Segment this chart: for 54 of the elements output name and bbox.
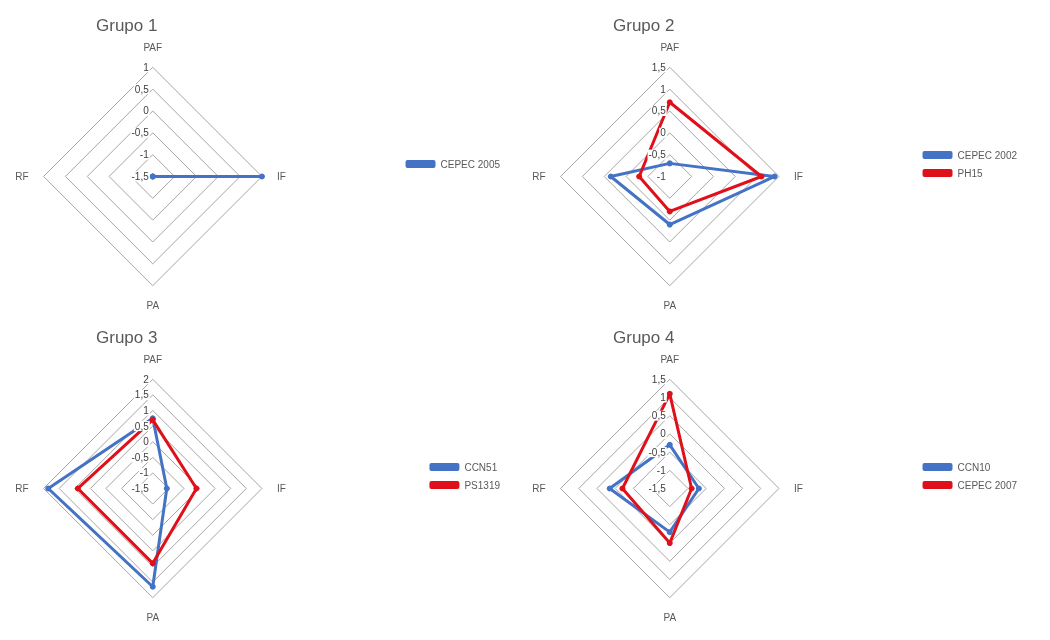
spoke-label: RF bbox=[15, 170, 29, 182]
spoke-label: RF bbox=[532, 482, 546, 494]
y-tick-label: -1 bbox=[139, 149, 150, 161]
chart-title: Grupo 4 bbox=[613, 328, 675, 347]
spoke-label: PA bbox=[146, 612, 160, 624]
y-tick-label: -0,5 bbox=[131, 451, 150, 463]
y-tick-label: 1,5 bbox=[134, 389, 150, 401]
y-tick-label: 1,5 bbox=[651, 373, 667, 385]
spoke-label: IF bbox=[793, 170, 803, 182]
y-tick-label: 2 bbox=[143, 373, 150, 385]
spoke-label: RF bbox=[532, 170, 546, 182]
legend-label: PH15 bbox=[957, 167, 983, 179]
y-tick-label: 0,5 bbox=[134, 83, 150, 95]
legend-label: CEPEC 2007 bbox=[957, 479, 1018, 491]
y-tick-label: 0,5 bbox=[134, 420, 150, 432]
legend-label: CCN10 bbox=[957, 461, 991, 473]
spoke-label: PAF bbox=[660, 41, 680, 53]
y-tick-label: -1 bbox=[656, 170, 667, 182]
y-tick-label: -1,5 bbox=[131, 170, 150, 182]
y-tick-label: 0,5 bbox=[651, 105, 667, 117]
y-tick-label: 1 bbox=[660, 83, 667, 95]
spoke-label: IF bbox=[793, 482, 803, 494]
spoke-label: PA bbox=[146, 300, 160, 312]
chart-title: Grupo 3 bbox=[96, 328, 158, 347]
y-tick-label: -0,5 bbox=[648, 446, 667, 458]
y-tick-label: -0,5 bbox=[648, 149, 667, 161]
y-tick-label: 1 bbox=[143, 404, 150, 416]
legend-label: PS1319 bbox=[464, 479, 501, 491]
spoke-label: RF bbox=[15, 482, 29, 494]
y-tick-label: -1 bbox=[139, 467, 150, 479]
y-tick-label: -1,5 bbox=[131, 482, 150, 494]
chart-title: Grupo 1 bbox=[96, 16, 158, 35]
y-tick-label: 1 bbox=[143, 61, 150, 73]
y-tick-label: 0 bbox=[660, 127, 667, 139]
y-tick-label: 1 bbox=[660, 391, 667, 403]
legend-label: CCN51 bbox=[464, 461, 498, 473]
y-tick-label: -0,5 bbox=[131, 127, 150, 139]
y-tick-label: -1,5 bbox=[648, 482, 667, 494]
y-tick-label: 0 bbox=[143, 436, 150, 448]
legend-label: CEPEC 2005 bbox=[440, 158, 501, 170]
y-tick-label: 0,5 bbox=[651, 410, 667, 422]
spoke-label: PAF bbox=[143, 353, 163, 365]
spoke-label: PA bbox=[663, 300, 677, 312]
legend-label: CEPEC 2002 bbox=[957, 149, 1018, 161]
chart-title: Grupo 2 bbox=[613, 16, 675, 35]
spoke-label: IF bbox=[276, 170, 286, 182]
y-tick-label: 1,5 bbox=[651, 61, 667, 73]
spoke-label: IF bbox=[276, 482, 286, 494]
y-tick-label: 0 bbox=[660, 428, 667, 440]
y-tick-label: -1 bbox=[656, 464, 667, 476]
y-tick-label: 0 bbox=[143, 105, 150, 117]
spoke-label: PAF bbox=[660, 353, 680, 365]
spoke-label: PA bbox=[663, 612, 677, 624]
spoke-label: PAF bbox=[143, 41, 163, 53]
